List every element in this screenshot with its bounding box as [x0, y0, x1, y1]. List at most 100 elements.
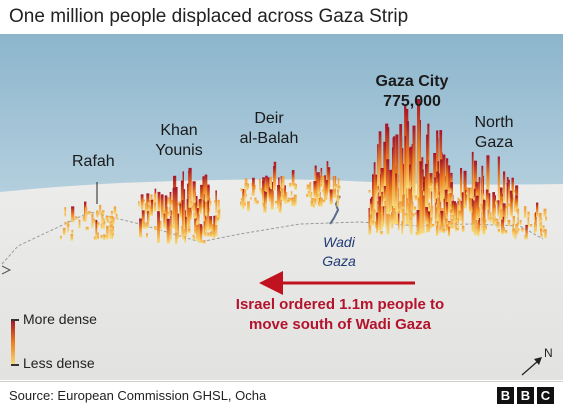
density-spike [60, 235, 62, 240]
density-spike [115, 213, 118, 220]
density-spike [317, 192, 321, 207]
density-spike [277, 185, 280, 209]
density-spike [395, 134, 399, 212]
density-spike [480, 203, 483, 213]
density-spike [317, 172, 320, 194]
density-spike [64, 221, 66, 225]
density-spike [334, 184, 338, 188]
density-spike [208, 200, 212, 206]
density-spike [149, 206, 152, 215]
density-spike [414, 195, 418, 201]
density-spike [102, 218, 105, 222]
density-spike [110, 215, 114, 227]
density-spike [104, 235, 108, 239]
density-spike [247, 201, 250, 212]
density-spike [450, 196, 453, 203]
density-spike [194, 217, 196, 233]
label-north-gaza: North Gaza [464, 113, 524, 153]
density-spike [519, 220, 522, 225]
density-spike [109, 221, 112, 225]
density-spike [164, 195, 168, 229]
density-spike [320, 184, 323, 188]
density-spike [401, 221, 404, 235]
density-spike [202, 240, 206, 244]
density-spike [527, 211, 530, 218]
density-spike [287, 199, 290, 203]
density-spike [202, 176, 205, 206]
density-spike [393, 136, 396, 209]
density-spike [439, 221, 441, 233]
density-spike [382, 175, 386, 186]
density-spike [377, 188, 379, 193]
bbc-logo: B B C [497, 387, 554, 404]
density-spike [475, 195, 479, 220]
density-spike [444, 189, 448, 213]
density-spike [92, 218, 95, 224]
density-spike [475, 184, 478, 199]
density-spike [291, 171, 294, 187]
density-spike [512, 197, 515, 202]
density-spike [147, 201, 151, 205]
density-spike [266, 177, 270, 198]
population-density-spikes [60, 99, 547, 245]
density-spike [192, 234, 195, 239]
density-spike [148, 212, 150, 222]
density-spike [378, 131, 382, 189]
density-spike [217, 199, 220, 210]
density-spike [289, 183, 292, 187]
density-spike [254, 197, 257, 203]
density-spike [496, 221, 500, 229]
density-spike [372, 174, 376, 223]
density-spike [141, 224, 144, 228]
density-spike [290, 191, 293, 196]
density-spike [501, 216, 505, 235]
density-spike [169, 192, 172, 209]
density-spike [102, 210, 105, 215]
density-spike [207, 221, 211, 231]
density-spike [71, 206, 75, 223]
density-spike [517, 217, 519, 227]
density-spike [194, 201, 198, 218]
density-spike [377, 194, 379, 202]
density-spike [184, 236, 186, 243]
bbc-logo-letter-1: B [497, 387, 514, 404]
density-spike [388, 215, 392, 220]
density-spike [482, 199, 486, 235]
density-spike [100, 235, 103, 239]
density-spike [401, 164, 405, 228]
label-wadi-gaza: Wadi Gaza [312, 233, 366, 271]
density-spike [440, 210, 444, 232]
density-spike [191, 205, 193, 211]
density-spike [64, 213, 66, 217]
density-spike [440, 208, 444, 212]
density-spike [205, 219, 208, 231]
density-spike [447, 221, 451, 237]
density-spike [465, 190, 467, 208]
density-spike [427, 211, 430, 227]
density-spike [523, 206, 527, 219]
density-spike [450, 222, 454, 227]
density-spike [246, 186, 248, 191]
density-spike [478, 218, 481, 234]
density-spike [146, 233, 148, 238]
density-spike [263, 191, 267, 213]
density-spike [517, 228, 520, 232]
density-spike [450, 204, 453, 210]
density-spike [166, 197, 170, 205]
density-spike [412, 201, 414, 212]
density-spike [448, 221, 452, 227]
label-gaza-city-population: 775,000 [383, 93, 441, 110]
density-spike [394, 173, 397, 207]
density-spike [306, 184, 310, 191]
density-spike [456, 204, 459, 219]
density-spike [147, 211, 149, 228]
density-spike [323, 182, 325, 196]
density-spike [188, 167, 192, 208]
density-spike [450, 172, 453, 191]
legend-less-dense: Less dense [23, 355, 95, 371]
density-spike [244, 183, 248, 189]
density-spike [337, 190, 339, 196]
density-spike [172, 187, 176, 229]
density-spike [527, 216, 530, 228]
density-spike [542, 225, 545, 230]
